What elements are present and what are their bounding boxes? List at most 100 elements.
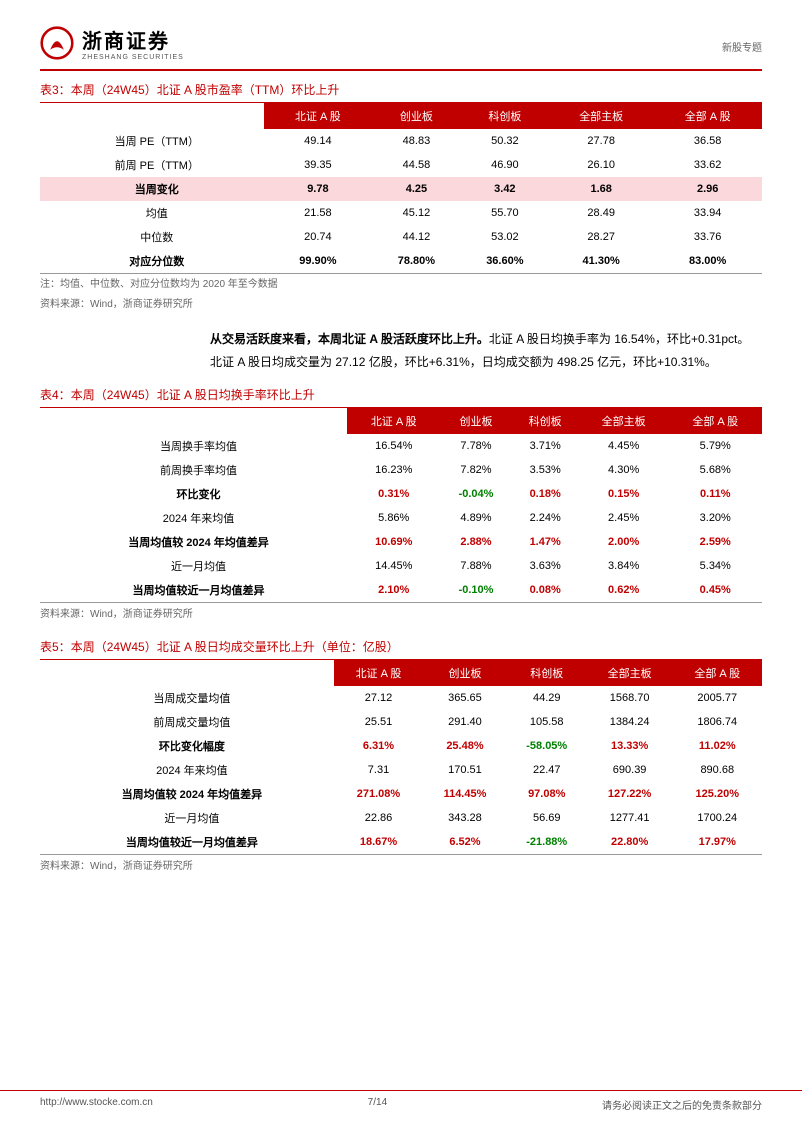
cell-value: -0.10%	[440, 578, 511, 603]
cell-value: 3.53%	[512, 458, 579, 482]
table-row: 当周均值较近一月均值差异2.10%-0.10%0.08%0.62%0.45%	[40, 578, 762, 603]
cell-value: 1806.74	[673, 710, 762, 734]
cell-value: 26.10	[549, 153, 653, 177]
table5-source: 资料来源：Wind，浙商证券研究所	[40, 857, 762, 872]
cell-value: 2.88%	[440, 530, 511, 554]
table-row: 前周换手率均值16.23%7.82%3.53%4.30%5.68%	[40, 458, 762, 482]
cell-value: -21.88%	[507, 830, 587, 855]
cell-value: 7.31	[334, 758, 423, 782]
row-label: 当周成交量均值	[40, 686, 334, 710]
cell-value: 44.58	[372, 153, 460, 177]
cell-value: 53.02	[461, 225, 549, 249]
para1-lead: 从交易活跃度来看，本周北证 A 股活跃度环比上升。	[210, 332, 489, 346]
brand-logo: 浙商证券 ZHESHANG SECURITIES	[40, 25, 184, 61]
cell-value: 16.23%	[347, 458, 440, 482]
row-label: 对应分位数	[40, 249, 264, 274]
table4-source: 资料来源：Wind，浙商证券研究所	[40, 605, 762, 620]
row-label: 前周 PE（TTM）	[40, 153, 264, 177]
cell-value: 78.80%	[372, 249, 460, 274]
cell-value: 55.70	[461, 201, 549, 225]
row-label: 当周变化	[40, 177, 264, 201]
cell-value: 41.30%	[549, 249, 653, 274]
cell-value: 2.59%	[669, 530, 763, 554]
cell-value: 3.71%	[512, 434, 579, 458]
cell-value: 5.86%	[347, 506, 440, 530]
cell-value: 21.58	[264, 201, 373, 225]
cell-value: 48.83	[372, 129, 460, 153]
cell-value: 4.45%	[579, 434, 669, 458]
col-header-blank	[40, 659, 334, 686]
row-label: 环比变化幅度	[40, 734, 334, 758]
cell-value: 11.02%	[673, 734, 762, 758]
cell-value: 14.45%	[347, 554, 440, 578]
col-header-blank	[40, 103, 264, 130]
row-label: 环比变化	[40, 482, 347, 506]
cell-value: 3.84%	[579, 554, 669, 578]
cell-value: 2.10%	[347, 578, 440, 603]
page-footer: http://www.stocke.com.cn 7/14 请务必阅读正文之后的…	[0, 1090, 802, 1118]
col-header: 全部 A 股	[653, 103, 762, 130]
cell-value: 49.14	[264, 129, 373, 153]
cell-value: 46.90	[461, 153, 549, 177]
cell-value: 25.48%	[423, 734, 507, 758]
cell-value: 0.08%	[512, 578, 579, 603]
table-row: 当周换手率均值16.54%7.78%3.71%4.45%5.79%	[40, 434, 762, 458]
table-row: 环比变化幅度6.31%25.48%-58.05%13.33%11.02%	[40, 734, 762, 758]
cell-value: 7.88%	[440, 554, 511, 578]
cell-value: 0.62%	[579, 578, 669, 603]
cell-value: 0.18%	[512, 482, 579, 506]
row-label: 中位数	[40, 225, 264, 249]
cell-value: 105.58	[507, 710, 587, 734]
cell-value: 2.96	[653, 177, 762, 201]
col-header: 科创板	[512, 407, 579, 434]
cell-value: 890.68	[673, 758, 762, 782]
cell-value: 33.94	[653, 201, 762, 225]
cell-value: 1568.70	[587, 686, 673, 710]
col-header: 创业板	[440, 407, 511, 434]
page-header: 浙商证券 ZHESHANG SECURITIES 新股专题	[40, 25, 762, 71]
cell-value: 271.08%	[334, 782, 423, 806]
table-row: 近一月均值22.86343.2856.691277.411700.24	[40, 806, 762, 830]
cell-value: 6.31%	[334, 734, 423, 758]
row-label: 均值	[40, 201, 264, 225]
cell-value: 690.39	[587, 758, 673, 782]
report-topic: 新股专题	[722, 25, 762, 54]
col-header: 创业板	[423, 659, 507, 686]
logo-icon	[40, 26, 74, 60]
cell-value: 45.12	[372, 201, 460, 225]
row-label: 2024 年来均值	[40, 506, 347, 530]
brand-name-cn: 浙商证券	[82, 25, 184, 54]
cell-value: 16.54%	[347, 434, 440, 458]
cell-value: 125.20%	[673, 782, 762, 806]
col-header: 全部 A 股	[673, 659, 762, 686]
cell-value: 343.28	[423, 806, 507, 830]
cell-value: 3.42	[461, 177, 549, 201]
row-label: 近一月均值	[40, 554, 347, 578]
cell-value: 2.00%	[579, 530, 669, 554]
cell-value: 4.30%	[579, 458, 669, 482]
cell-value: 0.31%	[347, 482, 440, 506]
cell-value: 127.22%	[587, 782, 673, 806]
row-label: 当周均值较近一月均值差异	[40, 578, 347, 603]
table-row: 当周均值较 2024 年均值差异10.69%2.88%1.47%2.00%2.5…	[40, 530, 762, 554]
cell-value: 56.69	[507, 806, 587, 830]
col-header: 创业板	[372, 103, 460, 130]
col-header: 北证 A 股	[347, 407, 440, 434]
cell-value: 6.52%	[423, 830, 507, 855]
cell-value: 9.78	[264, 177, 373, 201]
row-label: 当周均值较 2024 年均值差异	[40, 530, 347, 554]
col-header: 全部主板	[549, 103, 653, 130]
cell-value: 83.00%	[653, 249, 762, 274]
cell-value: 2.45%	[579, 506, 669, 530]
table3-note: 注：均值、中位数、对应分位数均为 2020 年至今数据	[40, 277, 762, 293]
cell-value: 1.47%	[512, 530, 579, 554]
cell-value: 22.86	[334, 806, 423, 830]
cell-value: 1.68	[549, 177, 653, 201]
cell-value: 0.11%	[669, 482, 763, 506]
cell-value: 5.79%	[669, 434, 763, 458]
col-header: 全部主板	[587, 659, 673, 686]
cell-value: -0.04%	[440, 482, 511, 506]
table3-title: 表3：本周（24W45）北证 A 股市盈率（TTM）环比上升	[40, 81, 762, 98]
col-header: 北证 A 股	[264, 103, 373, 130]
table-row: 当周 PE（TTM）49.1448.8350.3227.7836.58	[40, 129, 762, 153]
